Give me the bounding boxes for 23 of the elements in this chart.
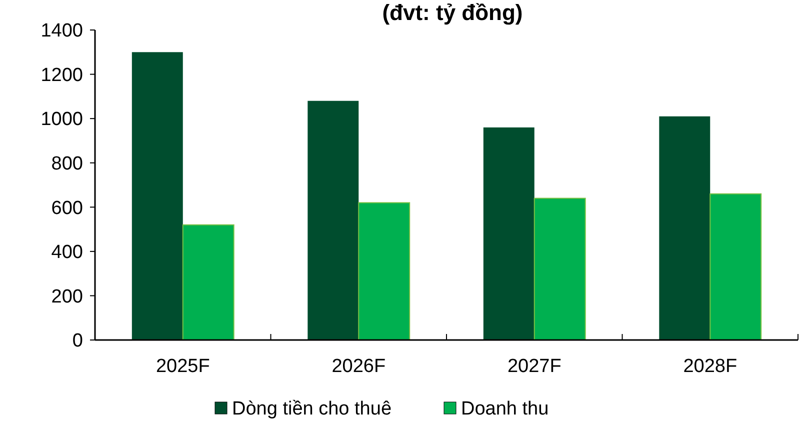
bar (358, 202, 410, 340)
y-tick-label: 0 (72, 330, 83, 352)
legend-label: Dòng tiền cho thuê (232, 398, 392, 420)
y-tick-label: 600 (51, 198, 83, 219)
legend-label: Doanh thu (461, 398, 549, 420)
x-tick-label: 2026F (332, 356, 386, 377)
y-tick-label: 1000 (40, 109, 83, 130)
y-tick-label: 1200 (40, 64, 83, 86)
bar (534, 198, 586, 340)
y-tick-label: 400 (51, 242, 83, 264)
bar (182, 224, 234, 340)
bar (710, 193, 762, 340)
chart-title: (đvt: tỷ đồng) (382, 0, 523, 25)
bar (132, 52, 183, 340)
bar (308, 100, 359, 340)
y-tick-label: 800 (51, 154, 83, 175)
x-tick-label: 2028F (683, 356, 738, 377)
bar (483, 127, 534, 340)
bar (659, 116, 710, 340)
x-tick-label: 2027F (507, 356, 562, 377)
y-tick-label: 200 (51, 286, 83, 308)
x-tick-label: 2025F (156, 356, 210, 377)
y-tick-label: 1400 (40, 20, 83, 42)
